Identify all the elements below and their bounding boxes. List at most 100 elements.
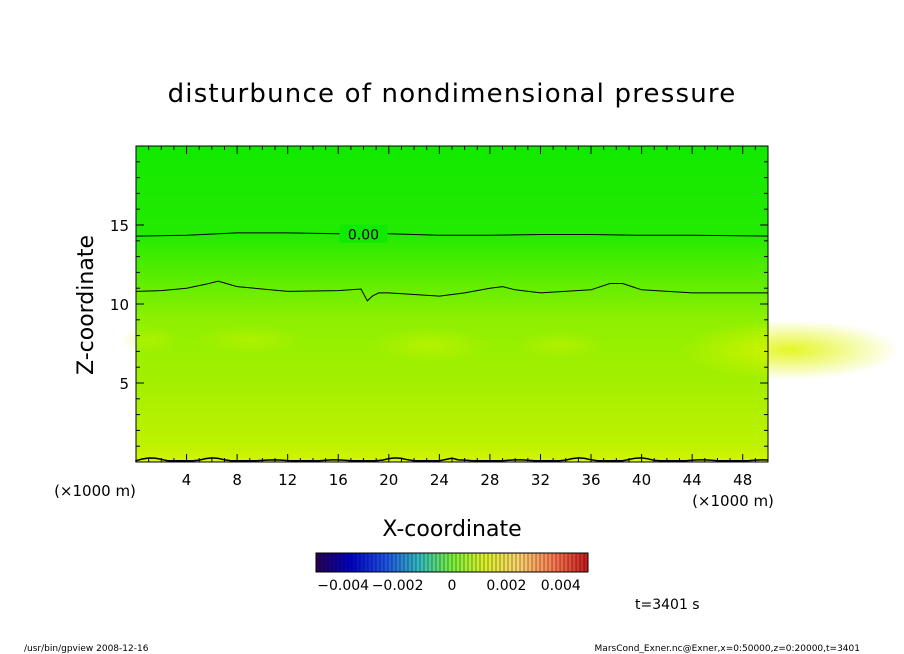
colorbar-tick-labels: −0.004 −0.002 0 0.002 0.004 [317,578,581,594]
colorbar-band [560,553,564,572]
colorbar-band [500,553,504,572]
contour-lines: 0.00 [135,224,769,462]
colorbar-band [552,553,556,572]
colorbar-band [464,553,468,572]
colorbar-band [532,553,536,572]
contour-label: 0.00 [348,228,379,244]
colorbar-band [456,553,460,572]
colorbar-band [568,553,572,572]
colorbar-band [316,553,320,572]
x-tick-label: 32 [531,471,550,489]
y-tick-label: 10 [110,296,129,314]
colorbar-band [400,553,404,572]
colorbar-band [404,553,408,572]
x-tick-label: 12 [278,471,297,489]
colorbar-band [508,553,512,572]
colorbar-band [524,553,528,572]
x-tick-label: 24 [430,471,449,489]
x-tick-label: 44 [683,471,702,489]
colorbar-band [528,553,532,572]
colorbar-band [416,553,420,572]
colorbar-band [360,553,364,572]
colorbar-tick-label: −0.004 [317,578,369,594]
colorbar-band [468,553,472,572]
x-tick-label: 40 [632,471,651,489]
x-axis-label: X-coordinate [382,517,521,542]
colorbar-band [496,553,500,572]
colorbar-band [412,553,416,572]
colorbar: −0.004 −0.002 0 0.002 0.004 [315,552,589,594]
colorbar-band [336,553,340,572]
colorbar-band [364,553,368,572]
colorbar-band [544,553,548,572]
colorbar-band [460,553,464,572]
colorbar-band [492,553,496,572]
colorbar-band [408,553,412,572]
colorbar-band [428,553,432,572]
colorbar-band [472,553,476,572]
colorbar-band [572,553,576,572]
x-tick-label: 8 [232,471,242,489]
colorbar-band [436,553,440,572]
colorbar-band [396,553,400,572]
colorbar-band [420,553,424,572]
x-axis-ticks: 4 8 12 16 20 24 28 32 36 40 44 48 [148,146,756,489]
colorbar-band [328,553,332,572]
contour-line [135,280,768,302]
y-axis-label: Z-coordinate [74,235,99,375]
y-tick-label: 5 [119,375,129,393]
colorbar-band [540,553,544,572]
colorbar-band [556,553,560,572]
colorbar-band [372,553,376,572]
colorbar-band [384,553,388,572]
colorbar-band [440,553,444,572]
colorbar-band [392,553,396,572]
colorbar-band [564,553,568,572]
colorbar-band [320,553,324,572]
colorbar-tick-label: 0 [448,578,457,594]
footer-right: MarsCond_Exner.nc@Exner,x=0:50000,z=0:20… [595,644,860,654]
colorbar-frame [315,552,589,573]
colorbar-band [476,553,480,572]
x-tick-label: 4 [182,471,192,489]
colorbar-band [340,553,344,572]
x-tick-label: 36 [581,471,600,489]
colorbar-band [580,553,584,572]
colorbar-band [376,553,380,572]
x-tick-label: 16 [329,471,348,489]
x-tick-label: 28 [480,471,499,489]
colorbar-band [352,553,356,572]
chart-title: disturbunce of nondimensional pressure [168,79,737,109]
colorbar-tick-label: 0.002 [486,578,526,594]
colorbar-band [488,553,492,572]
y-axis-ticks: 5 10 15 [110,161,768,447]
x-tick-label: 48 [733,471,752,489]
colorbar-band [444,553,448,572]
contour-line [135,232,769,237]
contour-label-bg [339,224,388,243]
time-label: t=3401 s [635,597,700,613]
y-axis-unit: (×1000 m) [54,482,136,500]
surface-contour [135,457,769,462]
x-axis-unit: (×1000 m) [692,492,774,510]
x-tick-label: 20 [379,471,398,489]
colorbar-band [368,553,372,572]
colorbar-band [388,553,392,572]
colorbar-band [348,553,352,572]
colorbar-band [448,553,452,572]
footer-left: /usr/bin/gpview 2008-12-16 [24,644,149,654]
colorbar-band [548,553,552,572]
colorbar-band [432,553,436,572]
pressure-field [136,146,768,462]
colorbar-band [504,553,508,572]
colorbar-tick-label: −0.002 [372,578,424,594]
colorbar-band [576,553,580,572]
colorbar-band [356,553,360,572]
colorbar-band [516,553,520,572]
field-highlights [120,320,900,380]
colorbar-band [584,553,588,572]
colorbar-bands [315,553,588,572]
colorbar-band [424,553,428,572]
